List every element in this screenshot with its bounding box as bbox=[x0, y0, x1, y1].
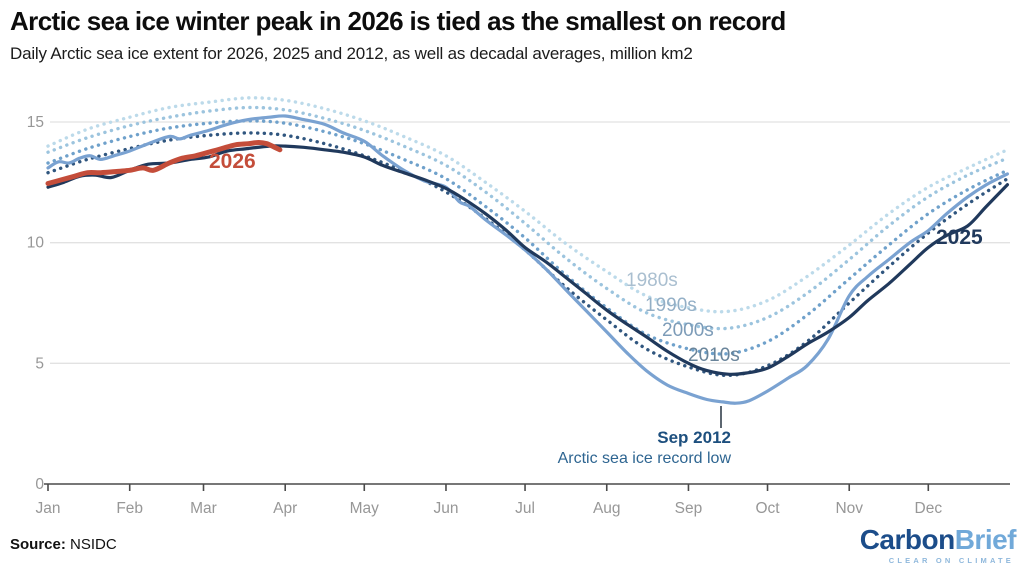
series-line-2010s bbox=[46, 131, 1010, 378]
series-line-2025 bbox=[46, 144, 1009, 376]
series-line-2026 bbox=[45, 140, 283, 186]
chart-title: Arctic sea ice winter peak in 2026 is ti… bbox=[10, 6, 786, 36]
x-tick-label-May: May bbox=[350, 500, 380, 517]
x-tick-label-Nov: Nov bbox=[835, 500, 863, 517]
series-label-1980s: 1980s bbox=[626, 270, 678, 291]
series-label-2000s: 2000s bbox=[662, 320, 714, 341]
x-tick-label-Dec: Dec bbox=[915, 500, 943, 517]
series-line-1980s bbox=[46, 96, 1010, 314]
record-low-annotation: Sep 2012 Arctic sea ice record low bbox=[558, 428, 731, 468]
source-value: NSIDC bbox=[70, 536, 117, 553]
carbonbrief-logo: CarbonBrief CLEAR ON CLIMATE bbox=[859, 524, 1017, 565]
x-tick-label-Apr: Apr bbox=[273, 500, 297, 517]
chart-subtitle: Daily Arctic sea ice extent for 2026, 20… bbox=[10, 44, 693, 63]
source-label: Source: bbox=[10, 536, 66, 553]
series-line-2012 bbox=[46, 114, 1009, 405]
logo-carbon: Carbon bbox=[859, 524, 956, 555]
series-line-2000s bbox=[46, 119, 1010, 356]
x-tick-label-Jul: Jul bbox=[515, 500, 535, 517]
record-low-date: Sep 2012 bbox=[657, 428, 731, 447]
x-tick-label-Oct: Oct bbox=[755, 500, 780, 517]
record-low-caption: Arctic sea ice record low bbox=[557, 450, 731, 467]
source-note: Source: NSIDC bbox=[10, 536, 117, 553]
y-tick-label-5: 5 bbox=[35, 355, 44, 372]
series-label-2010s: 2010s bbox=[688, 345, 740, 366]
series-line-1990s bbox=[46, 105, 1010, 331]
series-label-2026: 2026 bbox=[209, 150, 256, 173]
y-tick-label-10: 10 bbox=[27, 235, 45, 252]
x-tick-label-Mar: Mar bbox=[190, 500, 217, 517]
x-tick-label-Jan: Jan bbox=[36, 500, 61, 517]
logo-brief: Brief bbox=[954, 524, 1017, 555]
x-tick-label-Sep: Sep bbox=[675, 500, 703, 517]
y-tick-label-0: 0 bbox=[35, 476, 44, 493]
series-label-2025: 2025 bbox=[936, 226, 983, 249]
series-label-1990s: 1990s bbox=[645, 295, 697, 316]
y-tick-label-15: 15 bbox=[27, 114, 44, 131]
x-tick-label-Jun: Jun bbox=[433, 500, 458, 517]
carbonbrief-wordmark: CarbonBrief bbox=[859, 524, 1017, 555]
x-tick-label-Feb: Feb bbox=[116, 500, 143, 517]
logo-tagline: CLEAR ON CLIMATE bbox=[888, 556, 1014, 565]
x-tick-label-Aug: Aug bbox=[593, 500, 621, 517]
